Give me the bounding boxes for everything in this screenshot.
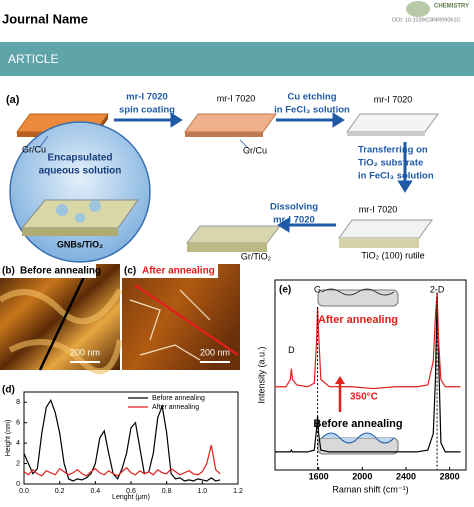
annotation: After annealing xyxy=(318,314,398,326)
y-tick-label: 0 xyxy=(16,481,20,488)
step-label: in FeCl₃ solution xyxy=(274,105,350,116)
x-tick-label: 2000 xyxy=(352,471,372,481)
step-label: spin coating xyxy=(119,105,175,116)
doi: DOI: 10.1039/C8NR09061C xyxy=(392,17,461,23)
x-tick-label: 0.4 xyxy=(90,488,100,495)
panel-label: (a) xyxy=(6,94,20,106)
schematic-label: GNBs/TiO₂ xyxy=(57,239,103,249)
logo-text: CHEMISTRY xyxy=(434,4,469,10)
step-label: mr-I 7020 xyxy=(126,92,168,103)
inset-label: Encapsulated xyxy=(47,153,112,164)
y-axis-label: Intensity (a.u.) xyxy=(256,346,266,403)
x-tick-label: 1.2 xyxy=(233,488,243,495)
y-tick-label: 4 xyxy=(16,440,20,447)
section-title: ARTICLE xyxy=(8,52,58,66)
step-label: Cu etching xyxy=(287,92,336,103)
panel-label: (d) xyxy=(2,385,15,396)
series-line xyxy=(275,292,461,390)
x-tick-label: 2400 xyxy=(396,471,416,481)
annotation: 2-D xyxy=(430,284,445,294)
panel-title: Before annealing xyxy=(20,266,101,277)
y-tick-label: 2 xyxy=(16,460,20,467)
x-tick-label: 0.0 xyxy=(19,488,29,495)
annotation: G xyxy=(314,284,321,294)
annotation: D xyxy=(288,345,295,355)
scale-label: 200 nm xyxy=(200,347,230,357)
legend-label: Before annealing xyxy=(152,395,205,402)
y-tick-label: 6 xyxy=(16,420,20,427)
plot-frame xyxy=(23,391,239,485)
series-line xyxy=(23,445,221,477)
legend-label: After annealing xyxy=(152,404,199,411)
journal-name: Journal Name xyxy=(2,11,88,26)
y-tick-label: 8 xyxy=(16,399,20,406)
x-tick-label: 1.0 xyxy=(197,488,207,495)
y-axis-label: Height (nm) xyxy=(5,420,12,457)
x-tick-label: 2800 xyxy=(440,471,460,481)
schematic xyxy=(9,112,439,263)
step-label: Dissolving xyxy=(270,202,318,213)
x-tick-label: 0.8 xyxy=(162,488,172,495)
panel-label: (e) xyxy=(279,285,291,296)
panel-title: After annealing xyxy=(142,266,215,277)
inset-label: aqueous solution xyxy=(39,166,122,177)
label-bg xyxy=(122,264,218,278)
scale-label: 200 nm xyxy=(70,347,100,357)
series-line xyxy=(23,398,221,482)
logo-mark xyxy=(406,1,430,17)
schematic-label: Gr/Cu xyxy=(22,144,46,154)
schematic-label: mr-I 7020 xyxy=(374,94,413,104)
panel-label: (c) xyxy=(124,266,136,277)
x-tick-label: 0.2 xyxy=(55,488,65,495)
x-axis-label: Lenght (μm) xyxy=(112,494,150,501)
schematic-label: mr-I 7020 xyxy=(217,93,256,103)
label-bg xyxy=(0,264,96,278)
schematic-label: Gr/TiO₂ xyxy=(241,251,272,261)
x-tick-label: 1600 xyxy=(309,471,329,481)
x-tick-label: 0.6 xyxy=(126,488,136,495)
annotation: 350°C xyxy=(350,392,378,403)
step-label: TiO₂ substrate xyxy=(358,158,423,169)
step-label: Transferring on xyxy=(358,145,428,156)
schematic-label: mr-I 7020 xyxy=(359,204,398,214)
afm-image-before xyxy=(0,264,120,370)
panel-label: (b) xyxy=(2,266,15,277)
step-label: mr-I 7020 xyxy=(273,215,315,226)
annotation: Before annealing xyxy=(313,418,402,430)
step-label: in FeCl₃ solution xyxy=(358,171,434,182)
schematic-label: Gr/Cu xyxy=(243,145,267,155)
plot-frame xyxy=(274,279,467,471)
section-bar xyxy=(0,42,474,76)
schematic-label: TiO₂ (100) rutile xyxy=(361,250,424,260)
series-line xyxy=(275,298,461,453)
x-axis-label: Raman shift (cm⁻¹) xyxy=(332,484,408,494)
